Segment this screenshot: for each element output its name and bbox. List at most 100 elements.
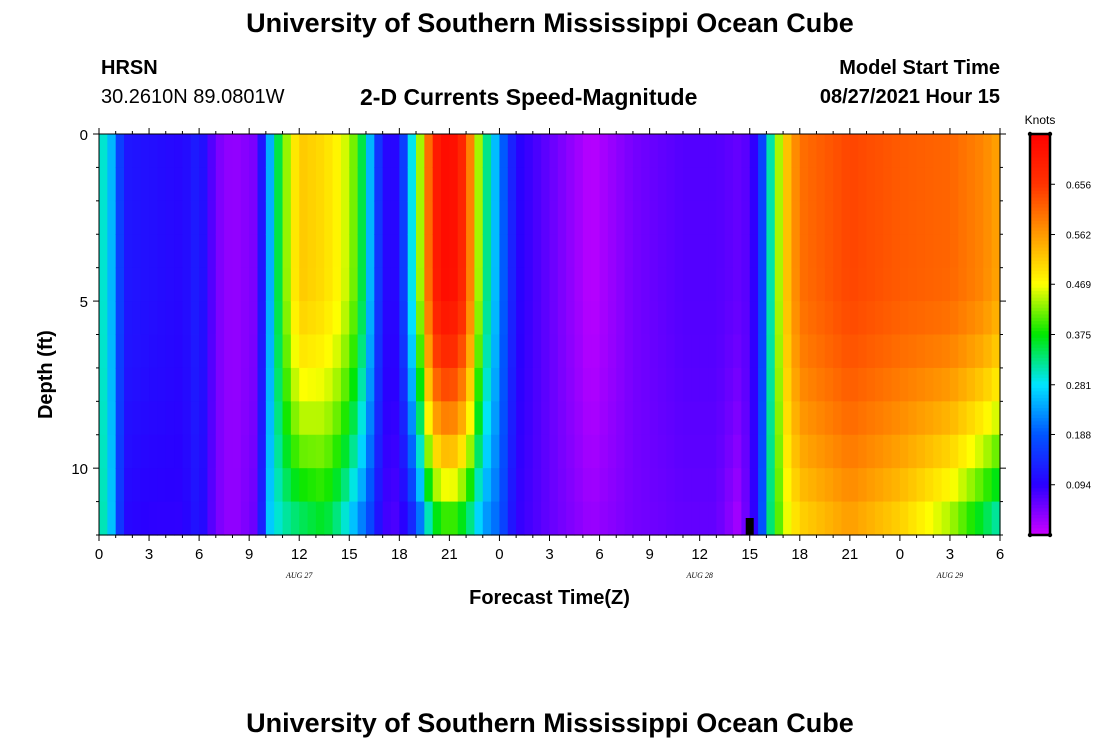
heatmap-cell: [532, 301, 542, 336]
colorbar-swatch: [1030, 217, 1050, 222]
heatmap-cell: [657, 334, 667, 369]
heatmap-cell: [666, 200, 676, 235]
heatmap-cell: [708, 167, 717, 202]
heatmap-cell: [232, 468, 242, 503]
x-tick-label: 3: [145, 546, 153, 563]
heatmap-cell: [699, 334, 709, 369]
heatmap-cell: [657, 267, 667, 302]
heatmap-cell: [357, 367, 367, 402]
heatmap-cell: [215, 167, 225, 202]
heatmap-cell: [365, 200, 375, 235]
heatmap-cell: [574, 167, 584, 202]
heatmap-cell: [632, 367, 642, 402]
heatmap-cell: [349, 301, 359, 336]
heatmap-cell: [407, 334, 417, 369]
heatmap-cell: [624, 200, 634, 235]
heatmap-cell: [624, 301, 634, 336]
heatmap-cell: [240, 468, 250, 503]
station-name: HRSN: [101, 57, 158, 79]
heatmap-cell: [666, 134, 676, 169]
colorbar-swatch: [1030, 381, 1050, 386]
heatmap-cell: [791, 200, 801, 235]
heatmap-cell: [107, 468, 117, 503]
heatmap-cell: [749, 401, 759, 436]
heatmap-cell: [115, 367, 125, 402]
heatmap-cell: [365, 434, 375, 469]
heatmap-cell: [841, 167, 851, 202]
heatmap-cell: [833, 468, 843, 503]
heatmap-cell: [307, 367, 317, 402]
heatmap-cell: [382, 468, 392, 503]
heatmap-cell: [290, 334, 300, 369]
heatmap-cell: [432, 167, 442, 202]
heatmap-cell: [274, 167, 284, 202]
heatmap-cell: [115, 234, 125, 269]
heatmap-cell: [315, 468, 325, 503]
heatmap-cell: [616, 134, 626, 169]
heatmap-cell: [482, 434, 492, 469]
heatmap-cell: [232, 401, 242, 436]
heatmap-cell: [591, 234, 601, 269]
heatmap-cell: [824, 401, 834, 436]
heatmap-cell: [733, 468, 742, 503]
heatmap-cell: [257, 234, 267, 269]
heatmap-cell: [624, 401, 634, 436]
heatmap-cell: [724, 401, 734, 436]
heatmap-cell: [257, 200, 267, 235]
heatmap-cell: [599, 301, 609, 336]
heatmap-cell: [557, 200, 567, 235]
heatmap-cell: [808, 334, 818, 369]
heatmap-cell: [441, 200, 450, 235]
heatmap-cell: [566, 234, 576, 269]
colorbar-swatch: [1030, 210, 1050, 215]
heatmap-cell: [240, 200, 250, 235]
heatmap-cell: [816, 434, 826, 469]
heatmap-cell: [682, 267, 692, 302]
heatmap-cell: [582, 234, 592, 269]
heatmap-cell: [324, 167, 334, 202]
heatmap-cell: [566, 367, 576, 402]
heatmap-cell: [149, 468, 158, 503]
heatmap-cell: [491, 200, 501, 235]
heatmap-cell: [249, 234, 259, 269]
heatmap-cell: [691, 434, 701, 469]
heatmap-cell: [466, 301, 476, 336]
colorbar-swatch: [1030, 214, 1050, 219]
colorbar-swatch: [1030, 411, 1050, 416]
heatmap-cell: [774, 334, 784, 369]
heatmap-cell: [157, 434, 167, 469]
heatmap-cell: [265, 334, 275, 369]
heatmap-cell: [332, 267, 342, 302]
heatmap-cell: [232, 134, 242, 169]
heatmap-cell: [107, 234, 117, 269]
heatmap-cell: [799, 134, 809, 169]
heatmap-cell: [733, 334, 742, 369]
heatmap-cell: [224, 167, 234, 202]
heatmap-cell: [524, 367, 534, 402]
heatmap-cell: [699, 200, 709, 235]
colorbar-swatch: [1030, 374, 1050, 379]
heatmap-cell: [99, 434, 108, 469]
heatmap-cell: [966, 167, 976, 202]
heatmap-cell: [541, 301, 551, 336]
heatmap-cell: [249, 434, 259, 469]
heatmap-cell: [474, 234, 484, 269]
heatmap-cell: [299, 267, 309, 302]
heatmap-cell: [257, 401, 267, 436]
heatmap-cell: [624, 501, 634, 536]
heatmap-cell: [866, 267, 876, 302]
heatmap-cell: [449, 367, 459, 402]
heatmap-cell: [849, 134, 859, 169]
heatmap-cell: [949, 501, 959, 536]
heatmap-cell: [849, 267, 859, 302]
heatmap-cell: [115, 267, 125, 302]
heatmap-cell: [107, 167, 117, 202]
heatmap-cell: [499, 167, 509, 202]
heatmap-cell: [974, 434, 984, 469]
heatmap-cell: [449, 134, 459, 169]
heatmap-cell: [849, 234, 859, 269]
heatmap-cell: [916, 301, 926, 336]
heatmap-cell: [107, 434, 117, 469]
heatmap-cell: [974, 267, 984, 302]
heatmap-cell: [174, 401, 184, 436]
